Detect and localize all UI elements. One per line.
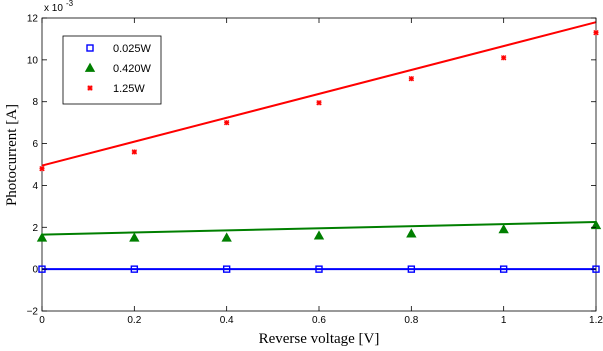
data-point-1.25W	[39, 165, 45, 172]
series-0.025W	[38, 265, 600, 273]
data-point-1.25W	[500, 55, 507, 61]
data-point-0.420W	[36, 232, 48, 242]
data-point-0.420W	[221, 232, 232, 242]
series-layer	[36, 21, 602, 273]
data-point-0.420W	[590, 219, 602, 230]
data-point-0.025W	[222, 265, 231, 273]
y-tick-label: 12	[27, 14, 39, 25]
x-tick-label: 0.6	[312, 315, 326, 326]
legend-marker-1.25W	[87, 85, 93, 91]
x-tick-label: 1	[501, 315, 507, 326]
y-tick-label: 0	[32, 265, 38, 276]
x-axis-label: Reverse voltage [V]	[259, 331, 380, 347]
series-1.25W	[39, 21, 599, 172]
legend-label: 0.025W	[113, 43, 152, 55]
y-tick-label: 8	[32, 97, 38, 108]
fit-line-1.25W	[41, 21, 597, 167]
data-point-1.25W	[593, 29, 599, 36]
legend-label: 0.420W	[113, 63, 152, 75]
y-tick-label: −2	[27, 307, 39, 318]
x-tick-label: 0.4	[220, 315, 234, 326]
legend-box	[62, 35, 162, 105]
data-point-0.025W	[407, 265, 416, 273]
y-tick-label: 10	[27, 55, 39, 66]
y-exponent-power: -3	[66, 0, 74, 8]
data-point-0.025W	[315, 265, 323, 273]
legend-marker-0.025W	[86, 44, 94, 52]
series-0.420W	[36, 219, 602, 242]
data-point-0.025W	[130, 265, 139, 273]
data-point-1.25W	[316, 100, 322, 106]
y-tick-label: 6	[32, 139, 38, 150]
y-exponent-label: x 10	[44, 3, 63, 14]
legend-label: 1.25W	[113, 83, 145, 95]
x-tick-label: 1.2	[589, 315, 603, 326]
y-tick-label: 4	[32, 181, 38, 192]
x-tick-label: 0.8	[404, 315, 418, 326]
data-point-0.420W	[313, 230, 325, 240]
data-point-0.420W	[498, 224, 509, 234]
data-point-1.25W	[131, 149, 138, 155]
data-point-1.25W	[223, 119, 230, 126]
data-point-1.25W	[408, 75, 415, 82]
x-tick-label: 0	[39, 315, 45, 326]
data-point-0.420W	[406, 228, 417, 238]
data-point-0.025W	[499, 265, 508, 273]
data-point-0.420W	[129, 232, 140, 242]
legend: 0.025W 0.420W 1.25W	[62, 35, 162, 105]
y-tick-label: 2	[32, 223, 38, 234]
x-tick-label: 0.2	[127, 315, 141, 326]
y-axis-label: Photocurrent [A]	[4, 104, 20, 206]
legend-marker-0.420W	[84, 62, 96, 72]
